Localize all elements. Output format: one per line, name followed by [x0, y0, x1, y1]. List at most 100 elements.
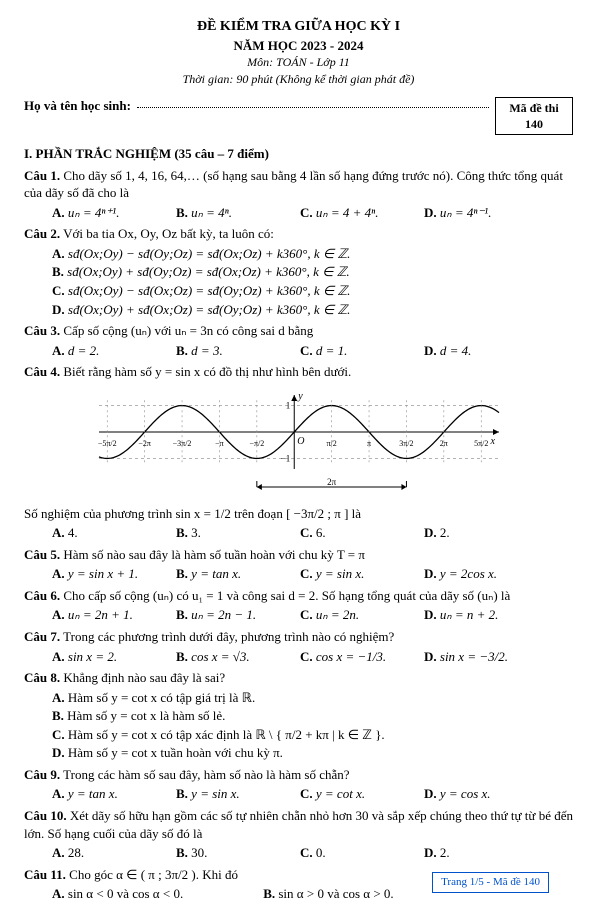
q7-A: sin x = 2.	[68, 649, 117, 664]
q6-options: A. uₙ = 2n + 1. B. uₙ = 2n − 1. C. uₙ = …	[52, 606, 573, 624]
q1-stem: Cho dãy số 1, 4, 16, 64,… (số hạng sau b…	[24, 168, 563, 201]
q6-A: uₙ = 2n + 1.	[68, 607, 133, 622]
question-10: Câu 10. Xét dãy số hữu hạn gồm các số tự…	[24, 807, 573, 842]
question-5: Câu 5. Hàm số nào sau đây là hàm số tuần…	[24, 546, 573, 564]
q4-D: 2.	[440, 525, 450, 540]
q4-stem: Biết rằng hàm số y = sin x có đồ thị như…	[63, 364, 351, 379]
q9-options: A. y = tan x. B. y = sin x. C. y = cot x…	[52, 785, 573, 803]
q2-C: sđ(Ox;Oy) − sđ(Ox;Oz) = sđ(Oy;Oz) + k360…	[68, 283, 350, 298]
q7-options: A. sin x = 2. B. cos x = √3. C. cos x = …	[52, 648, 573, 666]
q8-options: A. Hàm số y = cot x có tập giá trị là ℝ.…	[52, 689, 573, 762]
q11-A: sin α < 0 và cos α < 0.	[68, 886, 183, 901]
q4-A: 4.	[68, 525, 78, 540]
svg-text:π/2: π/2	[326, 439, 336, 448]
q9-D: y = cos x.	[440, 786, 491, 801]
q7-stem: Trong các phương trình dưới đây, phương …	[63, 629, 394, 644]
q3-stem: Cấp số cộng (uₙ) với uₙ = 3n có công sai…	[63, 323, 313, 338]
title-line-3: Môn: TOÁN - Lớp 11	[24, 54, 573, 70]
exam-code-box: Mã đề thi 140	[495, 97, 573, 135]
svg-text:y: y	[297, 391, 303, 402]
q9-stem: Trong các hàm số sau đây, hàm số nào là …	[63, 767, 349, 782]
q4-options: A. 4. B. 3. C. 6. D. 2.	[52, 524, 573, 542]
q8-A: Hàm số y = cot x có tập giá trị là ℝ.	[68, 690, 255, 705]
q5-stem: Hàm số nào sau đây là hàm số tuần hoàn v…	[63, 547, 365, 562]
q8-D: Hàm số y = cot x tuần hoàn với chu kỳ π.	[68, 745, 283, 760]
svg-text:−π: −π	[215, 439, 224, 448]
section-1-heading: I. PHẦN TRẮC NGHIỆM (35 câu – 7 điểm)	[24, 145, 573, 163]
svg-text:−2π: −2π	[138, 439, 151, 448]
q2-B: sđ(Ox;Oy) + sđ(Oy;Oz) = sđ(Ox;Oz) + k360…	[67, 264, 349, 279]
question-9: Câu 9. Trong các hàm số sau đây, hàm số …	[24, 766, 573, 784]
q3-B: d = 3.	[191, 343, 223, 358]
svg-text:O: O	[297, 436, 304, 447]
svg-text:−π/2: −π/2	[249, 439, 264, 448]
sine-graph: y x 1 −1 −5π/2 −2π −3π/2 −π −π/2 Oπ/2 π 3π/2 2π 5π/2 2…	[24, 387, 573, 497]
q8-B: Hàm số y = cot x là hàm số lẻ.	[67, 708, 225, 723]
question-1: Câu 1. Cho dãy số 1, 4, 16, 64,… (số hạn…	[24, 167, 573, 202]
q6-B: uₙ = 2n − 1.	[191, 607, 256, 622]
q9-C: y = cot x.	[316, 786, 365, 801]
student-name-label: Họ và tên học sinh:	[24, 97, 131, 115]
q2-stem: Với ba tia Ox, Oy, Oz bất kỳ, ta luôn có…	[63, 226, 274, 241]
q10-A: 28.	[68, 845, 84, 860]
title-line-2: NĂM HỌC 2023 - 2024	[24, 37, 573, 55]
q4-after: Số nghiệm của phương trình sin x = 1/2 t…	[24, 505, 573, 523]
svg-text:3π/2: 3π/2	[399, 439, 413, 448]
svg-text:x: x	[489, 436, 495, 447]
question-7: Câu 7. Trong các phương trình dưới đây, …	[24, 628, 573, 646]
q5-A: y = sin x + 1.	[68, 566, 138, 581]
svg-text:π: π	[367, 439, 371, 448]
sine-graph-svg: y x 1 −1 −5π/2 −2π −3π/2 −π −π/2 Oπ/2 π 3π/2 2π 5π/2 2…	[89, 387, 509, 497]
svg-text:2π: 2π	[439, 439, 447, 448]
q2-D: sđ(Ox;Oy) + sđ(Ox;Oz) = sđ(Oy;Oz) + k360…	[68, 302, 350, 317]
q5-options: A. y = sin x + 1. B. y = tan x. C. y = s…	[52, 565, 573, 583]
q7-C: cos x = −1/3.	[316, 649, 386, 664]
q3-D: d = 4.	[440, 343, 472, 358]
q2-options: A. sđ(Ox;Oy) − sđ(Oy;Oz) = sđ(Ox;Oz) + k…	[52, 245, 573, 318]
q8-stem: Khẳng định nào sau đây là sai?	[63, 670, 225, 685]
q2-A: sđ(Ox;Oy) − sđ(Oy;Oz) = sđ(Ox;Oz) + k360…	[68, 246, 350, 261]
q9-B: y = sin x.	[191, 786, 239, 801]
question-3: Câu 3. Cấp số cộng (uₙ) với uₙ = 3n có c…	[24, 322, 573, 340]
q4-C: 6.	[316, 525, 326, 540]
q8-C: Hàm số y = cot x có tập xác định là ℝ \ …	[68, 727, 385, 742]
q10-stem: Xét dãy số hữu hạn gồm các số tự nhiên c…	[24, 808, 573, 841]
q1-options: A. uₙ = 4ⁿ⁺¹. B. uₙ = 4ⁿ. C. uₙ = 4 + 4ⁿ…	[52, 204, 573, 222]
q5-D: y = 2cos x.	[440, 566, 497, 581]
q7-D: sin x = −3/2.	[440, 649, 508, 664]
q3-options: A. d = 2. B. d = 3. C. d = 1. D. d = 4.	[52, 342, 573, 360]
q11-B: sin α > 0 và cos α > 0.	[278, 886, 393, 901]
q1-C: uₙ = 4 + 4ⁿ.	[316, 205, 379, 220]
student-row: Họ và tên học sinh: Mã đề thi 140	[24, 97, 573, 135]
svg-text:5π/2: 5π/2	[474, 439, 488, 448]
title-line-1: ĐỀ KIỂM TRA GIỮA HỌC KỲ I	[24, 18, 573, 37]
q9-A: y = tan x.	[68, 786, 118, 801]
question-4: Câu 4. Biết rằng hàm số y = sin x có đồ …	[24, 363, 573, 381]
q10-B: 30.	[191, 845, 207, 860]
q6-stem: Cho cấp số cộng (uₙ) có u₁ = 1 và công s…	[63, 588, 510, 603]
q7-B: cos x = √3.	[191, 649, 250, 664]
page-footer: Trang 1/5 - Mã đề 140	[432, 872, 549, 893]
exam-code-value: 140	[525, 117, 543, 131]
svg-text:1: 1	[285, 400, 290, 410]
title-line-4: Thời gian: 90 phút (Không kể thời gian p…	[24, 71, 573, 87]
question-8: Câu 8. Khẳng định nào sau đây là sai?	[24, 669, 573, 687]
q1-A: uₙ = 4ⁿ⁺¹.	[68, 205, 120, 220]
q4-B: 3.	[191, 525, 201, 540]
q10-D: 2.	[440, 845, 450, 860]
q1-D: uₙ = 4ⁿ⁻¹.	[440, 205, 492, 220]
q10-C: 0.	[316, 845, 326, 860]
svg-text:−1: −1	[280, 453, 290, 463]
svg-text:−5π/2: −5π/2	[97, 439, 116, 448]
q5-B: y = tan x.	[191, 566, 241, 581]
q6-C: uₙ = 2n.	[316, 607, 359, 622]
question-2: Câu 2. Với ba tia Ox, Oy, Oz bất kỳ, ta …	[24, 225, 573, 243]
svg-text:2π: 2π	[327, 477, 337, 487]
svg-text:−3π/2: −3π/2	[172, 439, 191, 448]
q3-A: d = 2.	[68, 343, 100, 358]
q3-C: d = 1.	[316, 343, 348, 358]
student-name-fill	[137, 97, 489, 108]
q1-B: uₙ = 4ⁿ.	[191, 205, 232, 220]
q5-C: y = sin x.	[316, 566, 364, 581]
question-6: Câu 6. Cho cấp số cộng (uₙ) có u₁ = 1 và…	[24, 587, 573, 605]
